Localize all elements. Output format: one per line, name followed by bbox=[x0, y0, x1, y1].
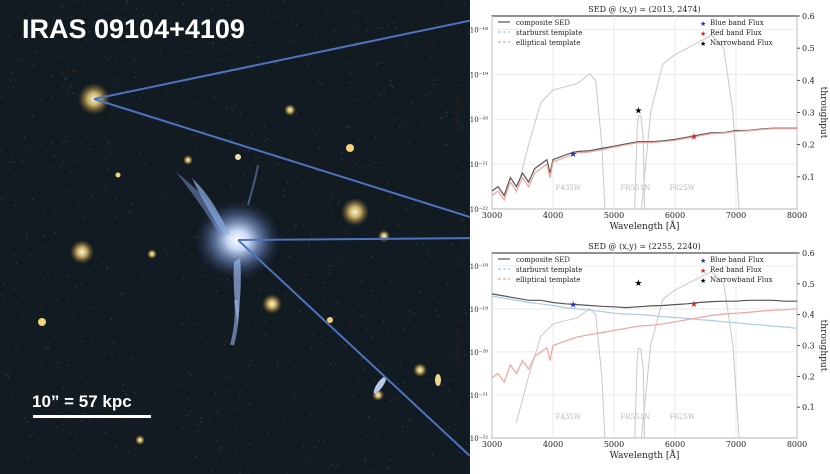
legend-label: Red band Flux bbox=[710, 29, 762, 37]
y2-tick-label: 0.1 bbox=[802, 173, 815, 182]
x-tick-label: 7000 bbox=[726, 211, 746, 220]
x-tick-label: 4000 bbox=[543, 440, 563, 449]
pointer-line-bottom-lower bbox=[237, 239, 470, 457]
filter-label: F625W bbox=[670, 413, 696, 421]
legend-label: Narrowband Flux bbox=[710, 39, 773, 47]
x-tick-label: 4000 bbox=[543, 211, 563, 220]
x-tick-label: 3000 bbox=[482, 211, 502, 220]
pointer-line-top-upper bbox=[93, 19, 470, 100]
sed-series-line bbox=[491, 295, 798, 329]
image-title: IRAS 09104+4109 bbox=[22, 14, 245, 44]
scale-bar-label: 10” = 57 kpc bbox=[32, 392, 132, 411]
y2-axis-label: throughput bbox=[818, 87, 828, 139]
y-tick-label: 10⁻²⁰ bbox=[470, 349, 488, 357]
legend-label: elliptical template bbox=[516, 276, 580, 284]
scale-bar bbox=[33, 415, 151, 418]
x-axis-label: Wavelength [Å] bbox=[610, 449, 680, 461]
x-tick-label: 6000 bbox=[665, 440, 685, 449]
plot-area bbox=[491, 252, 798, 439]
y2-tick-label: 0.4 bbox=[802, 76, 815, 85]
sed-series-line bbox=[491, 308, 798, 384]
plot-area bbox=[491, 15, 798, 210]
legend-star: ★ bbox=[700, 40, 706, 48]
panel-title: SED @ (x,y) = (2013, 2474) bbox=[588, 5, 700, 14]
flux-point: ★ bbox=[569, 150, 577, 160]
x-tick-label: 7000 bbox=[726, 440, 746, 449]
filter-label: F435W bbox=[556, 413, 582, 421]
y-tick-label: 10⁻¹⁸ bbox=[470, 26, 488, 34]
y-tick-label: 10⁻²¹ bbox=[470, 392, 488, 400]
legend-label: starburst template bbox=[516, 29, 582, 37]
y2-tick-label: 0.6 bbox=[802, 249, 815, 258]
legend-star: ★ bbox=[700, 30, 706, 38]
filter-label: F625W bbox=[670, 184, 696, 192]
legend-label: Blue band Flux bbox=[710, 19, 764, 27]
y2-tick-label: 0.2 bbox=[802, 141, 815, 150]
galaxy-image: IRAS 09104+4109 10” = 57 kpc bbox=[0, 0, 470, 474]
throughput-curve bbox=[515, 307, 606, 439]
sed-series-line bbox=[491, 128, 797, 202]
y2-axis-label: throughput bbox=[818, 320, 828, 372]
y2-tick-label: 0.5 bbox=[802, 280, 815, 289]
sed-series-line bbox=[491, 127, 797, 197]
y-tick-label: 10⁻¹⁸ bbox=[470, 263, 488, 271]
throughput-curve bbox=[634, 348, 645, 439]
y2-tick-label: 0.3 bbox=[802, 342, 815, 351]
legend-label: Blue band Flux bbox=[710, 256, 764, 264]
y2-tick-label: 0.6 bbox=[802, 12, 815, 21]
legend-label: composite SED bbox=[516, 256, 570, 264]
x-tick-label: 8000 bbox=[787, 211, 807, 220]
x-tick-label: 5000 bbox=[604, 440, 624, 449]
flux-point: ★ bbox=[690, 132, 698, 142]
sed-panel-2: ★ ★ ★ F435W FR551N F625W SED @ (x,y) = (2255, … bbox=[454, 242, 828, 461]
legend-label: Red band Flux bbox=[710, 266, 762, 274]
flux-point: ★ bbox=[690, 300, 698, 310]
legend-star: ★ bbox=[700, 267, 706, 275]
y2-tick-label: 0.4 bbox=[802, 311, 815, 320]
y-tick-label: 10⁻¹⁹ bbox=[470, 71, 488, 79]
filter-label: FR551N bbox=[621, 184, 651, 192]
sed-series-line bbox=[491, 293, 797, 309]
legend-star: ★ bbox=[700, 277, 706, 285]
y2-tick-label: 0.3 bbox=[802, 109, 815, 118]
y2-tick-label: 0.5 bbox=[802, 44, 815, 53]
y-tick-label: 10⁻²² bbox=[470, 206, 488, 214]
y-tick-label: 10⁻²⁰ bbox=[470, 116, 488, 124]
legend-star: ★ bbox=[700, 20, 706, 28]
throughput-curve bbox=[634, 115, 645, 210]
throughput-curve bbox=[641, 34, 740, 210]
x-axis-label: Wavelength [Å] bbox=[610, 220, 680, 232]
x-tick-label: 8000 bbox=[787, 440, 807, 449]
y-tick-label: 10⁻²¹ bbox=[470, 161, 488, 169]
y-tick-label: 10⁻¹⁹ bbox=[470, 306, 488, 314]
pointer-line-top-lower bbox=[93, 98, 470, 218]
legend-label: starburst template bbox=[516, 266, 582, 274]
x-tick-label: 5000 bbox=[604, 211, 624, 220]
filter-label: F435W bbox=[556, 184, 582, 192]
panel-title: SED @ (x,y) = (2255, 2240) bbox=[588, 242, 700, 251]
x-tick-label: 6000 bbox=[665, 211, 685, 220]
flux-point: ★ bbox=[569, 301, 577, 311]
y-tick-label: 10⁻²² bbox=[470, 435, 488, 443]
throughput-curve bbox=[641, 270, 740, 439]
filter-label: FR551N bbox=[621, 413, 651, 421]
x-tick-label: 3000 bbox=[482, 440, 502, 449]
legend-label: elliptical template bbox=[516, 39, 580, 47]
pointer-line-bottom-upper bbox=[237, 237, 470, 241]
legend-star: ★ bbox=[700, 257, 706, 265]
flux-point: ★ bbox=[634, 106, 642, 116]
flux-point: ★ bbox=[634, 279, 642, 289]
sed-panel-1: ★ ★ ★ F435W FR551N F625W SED @ (x,y) = (2013, … bbox=[454, 5, 828, 232]
y2-tick-label: 0.2 bbox=[802, 372, 815, 381]
throughput-curve bbox=[515, 73, 606, 210]
legend-label: composite SED bbox=[516, 19, 570, 27]
legend-label: Narrowband Flux bbox=[710, 276, 773, 284]
y2-tick-label: 0.1 bbox=[802, 403, 815, 412]
